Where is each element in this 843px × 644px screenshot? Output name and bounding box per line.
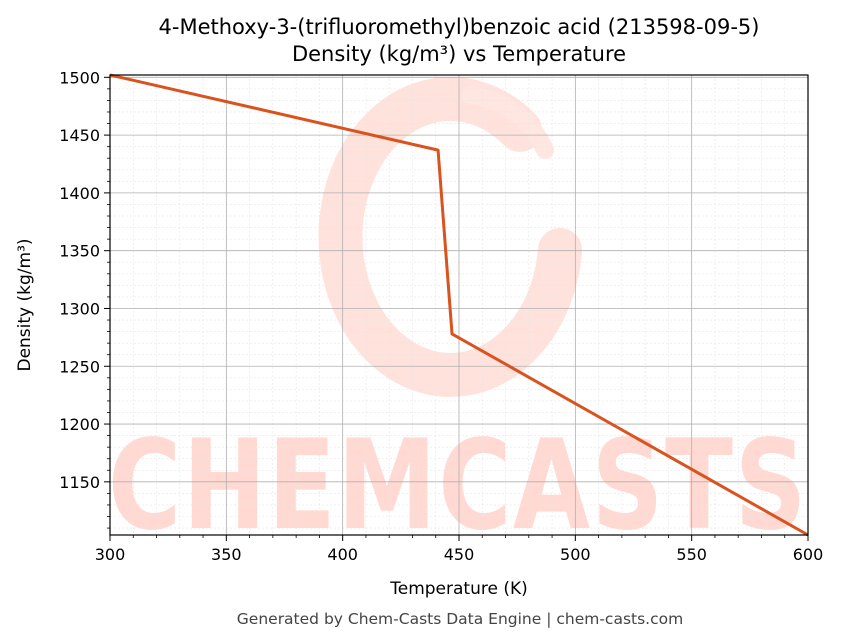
y-axis-ticks: 1150 1200 1250 1300 1350 1400 1450 1500 [59,68,110,529]
x-tick-label: 550 [676,545,707,564]
watermark: CHEMCASTS [108,76,808,558]
y-tick-label: 1400 [59,184,100,203]
series-line-density [109,73,809,537]
y-tick-label: 1450 [59,126,100,145]
y-tick-label: 1150 [59,473,100,492]
x-tick-label: 300 [95,545,126,564]
x-tick-label: 500 [560,545,591,564]
y-axis-label: Density (kg/m³) [15,238,35,371]
x-axis-label: Temperature (K) [389,579,528,599]
x-axis-ticks: 300 350 400 450 500 550 600 [95,535,824,564]
chart-title: 4-Methoxy-3-(trifluoromethyl)benzoic aci… [159,15,760,39]
x-tick-label: 600 [793,545,824,564]
chart-subtitle: Density (kg/m³) vs Temperature [292,42,626,66]
footer-credit: Generated by Chem-Casts Data Engine | ch… [237,610,683,628]
x-tick-label: 350 [211,545,242,564]
watermark-logo [318,76,582,397]
watermark-text: CHEMCASTS [108,414,808,558]
series-layer [109,73,809,537]
y-tick-label: 1300 [59,299,100,318]
y-tick-label: 1500 [59,68,100,87]
x-tick-label: 450 [444,545,475,564]
y-tick-label: 1200 [59,415,100,434]
x-tick-label: 400 [327,545,358,564]
y-tick-label: 1350 [59,242,100,261]
y-tick-label: 1250 [59,357,100,376]
